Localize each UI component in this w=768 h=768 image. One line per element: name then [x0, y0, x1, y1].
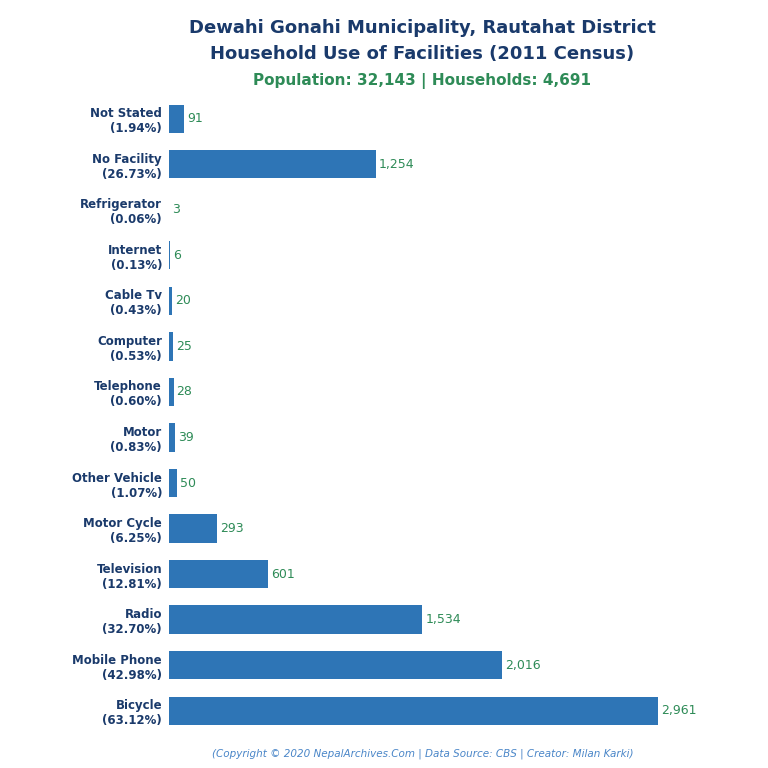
Bar	[169, 697, 658, 725]
Text: 293: 293	[220, 522, 244, 535]
Text: Household Use of Facilities (2011 Census): Household Use of Facilities (2011 Census…	[210, 45, 634, 62]
Bar	[169, 104, 184, 133]
Text: Dewahi Gonahi Municipality, Rautahat District: Dewahi Gonahi Municipality, Rautahat Dis…	[189, 19, 656, 37]
Text: 50: 50	[180, 476, 196, 489]
Text: 2,961: 2,961	[661, 704, 697, 717]
Text: (Copyright © 2020 NepalArchives.Com | Data Source: CBS | Creator: Milan Karki): (Copyright © 2020 NepalArchives.Com | Da…	[212, 748, 633, 759]
Bar	[169, 423, 175, 452]
Bar	[169, 378, 174, 406]
Bar	[169, 469, 177, 497]
Text: 20: 20	[175, 294, 191, 307]
Text: 25: 25	[176, 340, 192, 353]
Text: 3: 3	[173, 204, 180, 217]
Text: 2,016: 2,016	[505, 659, 541, 672]
Bar	[169, 241, 170, 270]
Text: 39: 39	[178, 431, 194, 444]
Text: 601: 601	[271, 568, 295, 581]
Text: Population: 32,143 | Households: 4,691: Population: 32,143 | Households: 4,691	[253, 73, 591, 89]
Bar	[169, 605, 422, 634]
Bar	[169, 151, 376, 178]
Text: 1,254: 1,254	[379, 157, 415, 170]
Bar	[169, 651, 502, 679]
Text: 6: 6	[173, 249, 180, 262]
Text: 28: 28	[177, 386, 193, 399]
Bar	[169, 560, 268, 588]
Text: 1,534: 1,534	[425, 613, 461, 626]
Bar	[169, 333, 173, 360]
Bar	[169, 286, 172, 315]
Bar	[169, 515, 217, 543]
Text: 91: 91	[187, 112, 203, 125]
